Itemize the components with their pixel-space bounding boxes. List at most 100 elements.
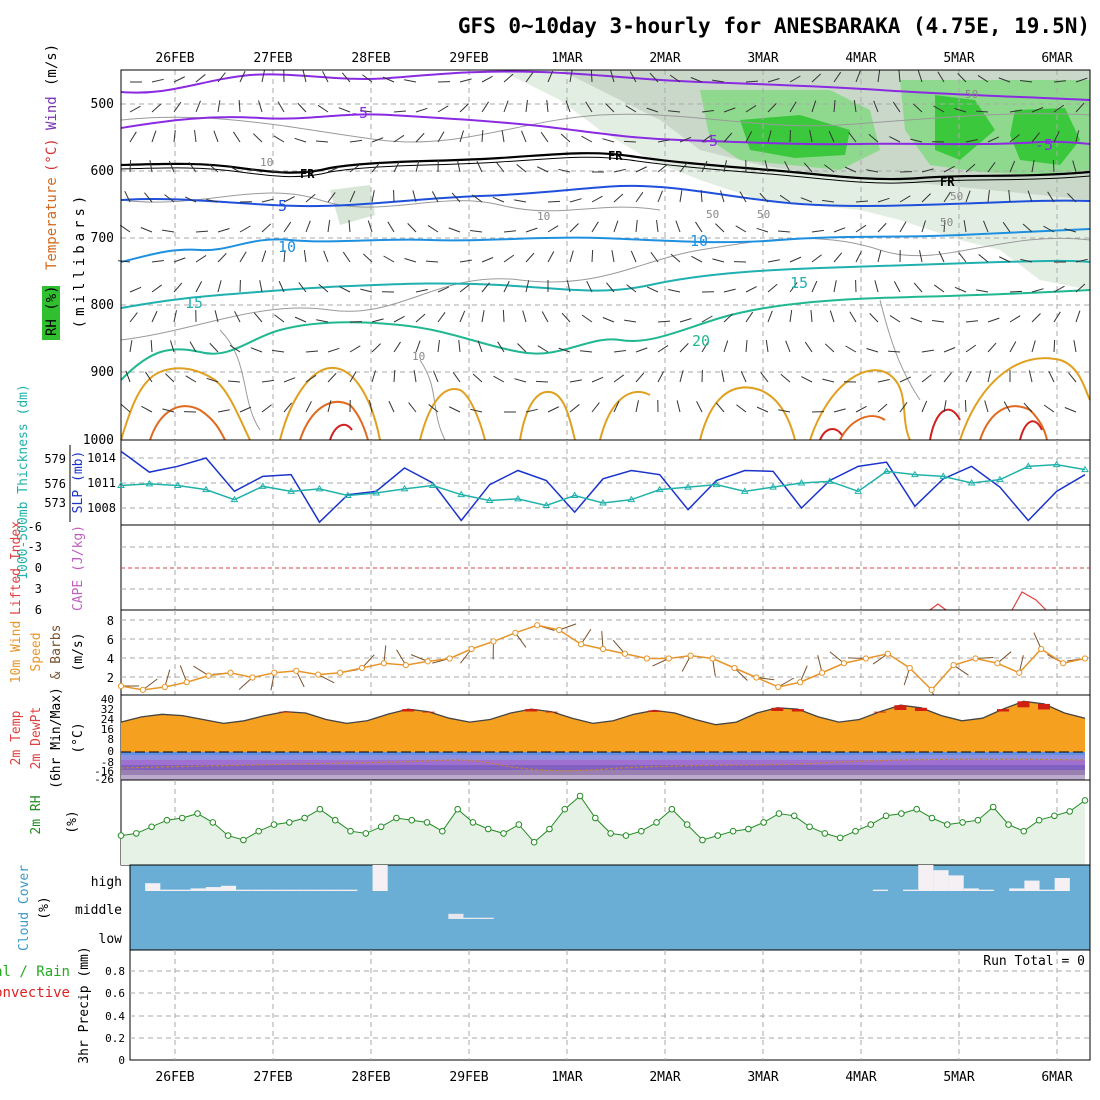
high-cloud-bar [872, 889, 888, 891]
data-point [862, 655, 870, 662]
high-cloud-bar [266, 889, 282, 891]
wind-barb [382, 76, 395, 83]
precip-axis-label: 3hr Precip (mm) [77, 946, 92, 1063]
cloud-axis: high middle low [75, 875, 122, 947]
pressure-tick: 800 [91, 298, 114, 313]
wind-barb [173, 282, 183, 293]
wind-barb [635, 400, 639, 413]
data-point [358, 664, 366, 672]
lifted-index-tick: 3 [35, 582, 42, 596]
wind-barb [283, 377, 296, 383]
data-point [882, 812, 890, 820]
data-point [994, 660, 1001, 667]
data-point [884, 650, 891, 657]
data-point [972, 655, 979, 662]
temperature-hot-mark [894, 705, 907, 710]
wind-barb [759, 192, 769, 203]
data-point [959, 819, 966, 826]
wind-barb [828, 130, 835, 143]
wind-barb [679, 343, 689, 353]
precip-axis: 0.8 0.6 0.4 0.2 0 [105, 965, 125, 1067]
x-tick-label: 4MAR [845, 1070, 876, 1085]
wind-barb [893, 281, 901, 293]
thickness-line [120, 463, 1086, 507]
data-point [230, 495, 239, 503]
data-point [393, 814, 400, 822]
wind-barb [822, 199, 835, 203]
cloud-label: Cloud Cover [17, 865, 32, 951]
x-tick-label: 5MAR [943, 1070, 974, 1085]
wind-barb [921, 193, 931, 203]
wind-barb [877, 379, 890, 383]
data-point [928, 686, 935, 693]
data-point [133, 830, 140, 837]
precip-tick: 0.2 [105, 1032, 125, 1045]
wind-barb [921, 349, 934, 353]
freezing-level-line [120, 152, 1091, 181]
data-point [224, 832, 232, 839]
data-point [402, 662, 409, 669]
wind-barb [327, 166, 340, 173]
wind-barb [635, 220, 638, 233]
wind-barb [162, 408, 175, 413]
wind-barb [899, 401, 908, 413]
rh2m-unit-label: (%) [65, 810, 80, 833]
wind-barb [635, 347, 648, 353]
wind-barb [206, 377, 219, 383]
data-point [173, 481, 182, 488]
upper-panel-legend: RH (%) Temperature (°C) Wind (m/s) [42, 44, 60, 340]
wind-barb [1064, 407, 1077, 413]
temperature-legend-label: Temperature [44, 177, 60, 270]
wind-barb [676, 400, 681, 413]
pressure-axis: 500 600 700 800 900 1000 [83, 97, 114, 448]
wind-barb [887, 350, 901, 353]
cloud-panel: high middle low Cloud Cover (%) [17, 864, 1091, 951]
data-point [490, 638, 497, 645]
wind-barb [129, 312, 138, 323]
high-cloud-bar [311, 889, 328, 891]
wind-barb [393, 134, 405, 143]
wind-barb [278, 280, 285, 293]
wind-barb [809, 130, 813, 143]
data-point [867, 821, 875, 828]
wind-barb [393, 341, 401, 353]
data-point [943, 821, 951, 828]
data-point [974, 816, 982, 824]
wind-barb [273, 135, 285, 143]
slp-axis: 579 576 573 1014 1011 1008 [44, 451, 116, 515]
wind-barb [963, 220, 967, 233]
contour-label: 10 [412, 350, 425, 363]
wind-barb [560, 133, 571, 143]
wind-barb [811, 254, 822, 263]
wind-barb [448, 227, 461, 233]
wind-barb [217, 72, 226, 83]
wind-barb [214, 310, 219, 323]
wind-barb [239, 251, 247, 263]
high-cloud-bar [918, 865, 934, 891]
wind-barb [547, 406, 560, 413]
middle-cloud-bar [478, 917, 494, 919]
cape-axis: -6 -3 0 3 6 [28, 520, 42, 617]
wind-barb [606, 282, 615, 293]
wind-barb [715, 402, 725, 413]
temperature-hot-mark [648, 710, 661, 712]
wind-barb [921, 374, 932, 383]
wind-barb [371, 137, 384, 143]
wind-barb [785, 340, 791, 353]
data-point [655, 485, 664, 493]
wind-barb [283, 250, 286, 263]
wind-barb [646, 286, 659, 293]
data-point [607, 830, 614, 837]
wind-barb [415, 132, 425, 143]
wind-barb [855, 405, 867, 413]
data-point [500, 830, 507, 837]
wind-barb [481, 101, 489, 113]
wind-barb [253, 312, 263, 323]
temperature-hot-mark [771, 707, 784, 711]
data-point [454, 805, 461, 813]
wind-barb [943, 165, 955, 173]
wind-barb [431, 191, 439, 203]
x-tick-label: 28FEB [351, 1070, 390, 1085]
wind-barb [767, 130, 772, 143]
contour-labels: -5 -5 FR FR FR -5 5 10 10 15 15 20 10 10… [185, 88, 1053, 363]
